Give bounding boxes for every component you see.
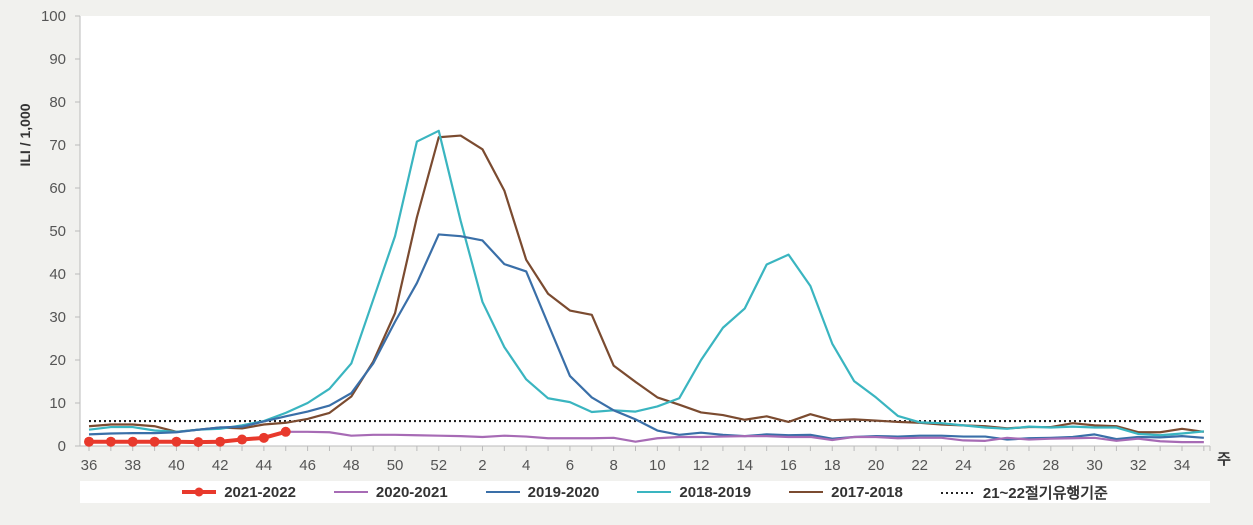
legend-item-2020-2021: 2020-2021 — [333, 483, 448, 501]
legend-item-2018-2019: 2018-2019 — [637, 484, 751, 501]
x-tick-label: 26 — [999, 457, 1016, 474]
series-2020-2021 — [285, 430, 1204, 444]
series-line-2020-2021 — [285, 430, 1204, 444]
x-tick-label: 6 — [566, 457, 574, 474]
data-point — [258, 432, 269, 443]
legend-label: 2017-2018 — [831, 483, 903, 501]
legend-swatch-2018-2019 — [637, 485, 672, 499]
x-tick-label: 2 — [478, 457, 486, 474]
legend-item-2017-2018: 2017-2018 — [789, 484, 903, 501]
series-layer — [84, 129, 1205, 448]
legend-swatch-2021-2022 — [182, 485, 217, 499]
data-point — [149, 436, 160, 447]
x-tick-label: 20 — [868, 457, 885, 474]
legend-label: 2018-2019 — [679, 483, 752, 501]
legend-swatch-2020-2021 — [333, 485, 368, 499]
data-point — [171, 436, 182, 447]
x-tick-label: 48 — [343, 457, 360, 474]
plot-area — [80, 16, 1210, 446]
y-tick-label: 40 — [49, 266, 66, 283]
series-line-2021-2022 — [89, 429, 287, 445]
legend-item-threshold: 21~22절기유행기준 — [940, 482, 1108, 503]
x-ticks: 36 38 40 42 44 46 48 50 52 2 4 6 8 10 12 14 16 18 20 22 24 26… — [81, 446, 1211, 474]
series-line-2018-2019 — [88, 129, 1204, 437]
y-tick-label: 70 — [49, 137, 66, 154]
x-tick-label: 8 — [609, 457, 617, 474]
series-2018-2019 — [88, 129, 1204, 437]
y-tick-label: 50 — [49, 223, 66, 240]
x-tick-label: 18 — [824, 457, 841, 474]
y-tick-label: 60 — [49, 180, 66, 197]
x-tick-label: 14 — [736, 457, 753, 474]
legend-label: 2019-2020 — [527, 483, 600, 501]
data-point — [105, 436, 116, 447]
data-point — [127, 436, 138, 447]
x-tick-label: 22 — [911, 457, 928, 474]
x-tick-label: 42 — [212, 457, 229, 474]
x-tick-label: 50 — [387, 457, 404, 474]
x-tick-label: 34 — [1174, 457, 1191, 474]
y-ticks: 0 10 20 30 40 50 60 70 80 90 100 — [41, 8, 80, 455]
y-tick-label: 20 — [49, 352, 66, 369]
y-axis-title: ILI / 1,000 — [17, 103, 33, 166]
legend-item-2021-2022: 2021-2022 — [182, 484, 296, 501]
legend-label: 2020-2021 — [375, 483, 448, 501]
data-point — [193, 437, 204, 448]
legend-swatch-2019-2020 — [485, 485, 520, 499]
x-tick-label: 38 — [124, 457, 141, 474]
x-tick-label: 46 — [299, 457, 316, 474]
y-tick-label: 90 — [49, 51, 66, 68]
x-tick-label: 16 — [780, 457, 797, 474]
legend-item-2019-2020: 2019-2020 — [485, 483, 600, 501]
legend-swatch-2017-2018 — [789, 485, 824, 499]
data-point — [215, 436, 226, 447]
y-tick-label: 0 — [58, 438, 66, 455]
legend-label: 21~22절기유행기준 — [982, 484, 1108, 502]
y-tick-label: 100 — [41, 8, 66, 25]
x-tick-label: 24 — [955, 457, 972, 474]
data-point — [84, 436, 94, 447]
x-tick-label: 32 — [1130, 457, 1147, 474]
x-tick-label: 52 — [430, 457, 447, 474]
x-tick-label: 44 — [256, 457, 273, 474]
series-2021-2022 — [84, 426, 291, 448]
x-tick-label: 40 — [168, 457, 185, 474]
legend-label: 2021-2022 — [224, 483, 296, 501]
x-axis-title: 주 — [1217, 451, 1231, 468]
y-tick-label: 10 — [49, 395, 66, 412]
y-tick-label: 80 — [49, 94, 66, 111]
y-tick-label: 30 — [49, 309, 66, 326]
x-tick-label: 28 — [1042, 457, 1059, 474]
x-tick-label: 10 — [649, 457, 666, 474]
data-point — [280, 426, 291, 437]
legend: 2021-2022 2020-2021 2019-2020 2018-2019 … — [80, 481, 1210, 503]
x-tick-label: 12 — [693, 457, 710, 474]
x-tick-label: 4 — [522, 457, 530, 474]
data-point — [237, 434, 248, 445]
x-tick-label: 30 — [1086, 457, 1103, 474]
x-tick-label: 36 — [81, 457, 98, 474]
legend-swatch-threshold — [940, 485, 975, 499]
